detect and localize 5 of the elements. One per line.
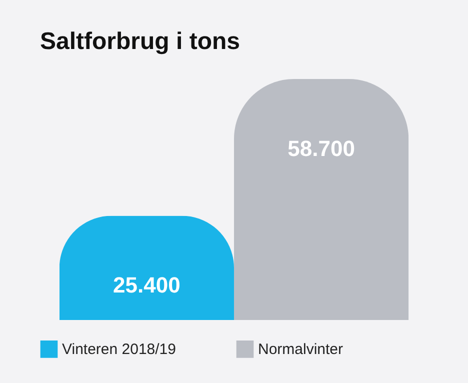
data-label: 58.700 (288, 136, 355, 161)
chart-title: Saltforbrug i tons (40, 28, 240, 55)
data-label: 25.400 (113, 272, 180, 298)
legend-label: Normalvinter (258, 341, 344, 358)
legend-label: Vinteren 2018/19 (62, 341, 176, 358)
